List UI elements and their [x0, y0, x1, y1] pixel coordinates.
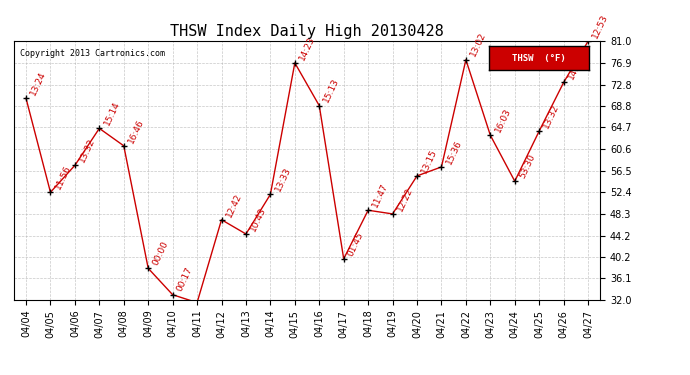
Text: 11:56: 11:56 [53, 164, 72, 191]
Text: 53:30: 53:30 [518, 153, 537, 180]
Text: 13:02: 13:02 [469, 31, 488, 58]
Text: 00:17: 00:17 [175, 266, 195, 293]
Text: 12:53: 12:53 [591, 13, 610, 40]
Text: 13:33: 13:33 [273, 166, 293, 193]
Text: 16:46: 16:46 [126, 117, 146, 144]
Text: 12:22: 12:22 [395, 186, 414, 213]
Text: 10:43: 10:43 [248, 206, 268, 232]
Text: 21:33: 21:33 [0, 374, 1, 375]
Text: Copyright 2013 Cartronics.com: Copyright 2013 Cartronics.com [19, 49, 165, 58]
Text: 12:42: 12:42 [224, 191, 244, 218]
Text: 13:24: 13:24 [29, 70, 48, 97]
Text: 14:52: 14:52 [566, 54, 585, 81]
Text: 00:00: 00:00 [151, 240, 170, 267]
Text: 13:15: 13:15 [420, 147, 439, 174]
Text: 01:45: 01:45 [346, 230, 366, 257]
Text: 11:47: 11:47 [371, 182, 390, 209]
Text: 15:36: 15:36 [444, 138, 463, 165]
Text: 13:32: 13:32 [542, 102, 561, 130]
Text: 14:23: 14:23 [297, 34, 317, 62]
Text: 13:32: 13:32 [78, 137, 97, 164]
Text: 16:03: 16:03 [493, 106, 512, 134]
Text: 15:13: 15:13 [322, 77, 341, 104]
Title: THSW Index Daily High 20130428: THSW Index Daily High 20130428 [170, 24, 444, 39]
Text: 15:14: 15:14 [102, 100, 121, 127]
